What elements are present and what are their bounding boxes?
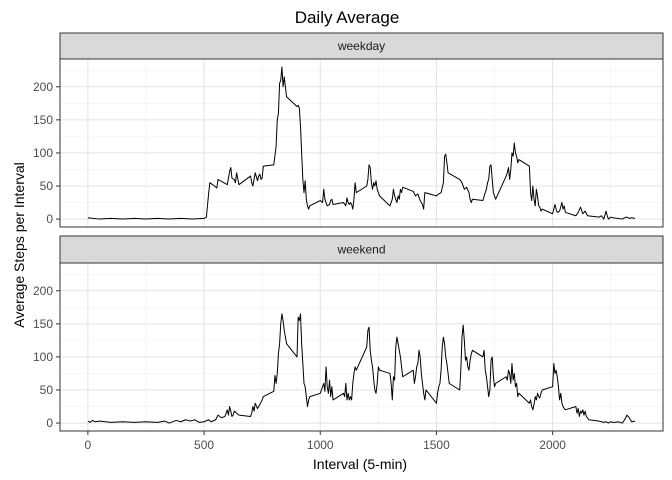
series-line-weekday <box>87 66 636 220</box>
y-tick-label: 200 <box>33 284 53 298</box>
facet-strip <box>59 32 664 60</box>
plot-panel <box>60 263 663 431</box>
y-tick-label: 50 <box>40 383 54 397</box>
y-tick-label: 100 <box>33 146 53 160</box>
y-tick-label: 150 <box>33 317 53 331</box>
facet-strip <box>59 235 664 264</box>
y-tick-label: 200 <box>33 80 53 94</box>
y-tick-label: 50 <box>40 179 54 193</box>
x-tick-label: 500 <box>194 438 214 452</box>
y-axis-title: Average Steps per Interval <box>11 162 27 328</box>
facet-strip-label: weekday <box>337 39 385 53</box>
y-tick-label: 100 <box>33 350 53 364</box>
facet-weekend: weekend 0 50 100 150 200 <box>33 235 664 432</box>
y-tick-label: 0 <box>46 416 53 430</box>
x-tick-label: 0 <box>85 438 92 452</box>
y-tick-label: 0 <box>46 212 53 226</box>
x-axis: 0 500 1000 1500 2000 <box>85 431 566 452</box>
panel-border <box>59 262 664 432</box>
x-tick-label: 2000 <box>539 438 566 452</box>
chart-title: Daily Average <box>295 8 400 27</box>
plot-panel <box>60 59 663 227</box>
x-tick-label: 1000 <box>307 438 334 452</box>
facet-weekday: weekday 0 50 100 150 200 <box>33 32 664 228</box>
facet-strip-label: weekend <box>336 243 385 257</box>
panel-border <box>59 58 664 228</box>
y-tick-label: 150 <box>33 113 53 127</box>
facet-panels: weekday 0 50 100 150 200 weekend 0 50 100 150 200 <box>33 32 664 432</box>
series-line-weekend <box>87 313 636 424</box>
x-axis-title: Interval (5-min) <box>313 456 407 472</box>
x-tick-label: 1500 <box>423 438 450 452</box>
